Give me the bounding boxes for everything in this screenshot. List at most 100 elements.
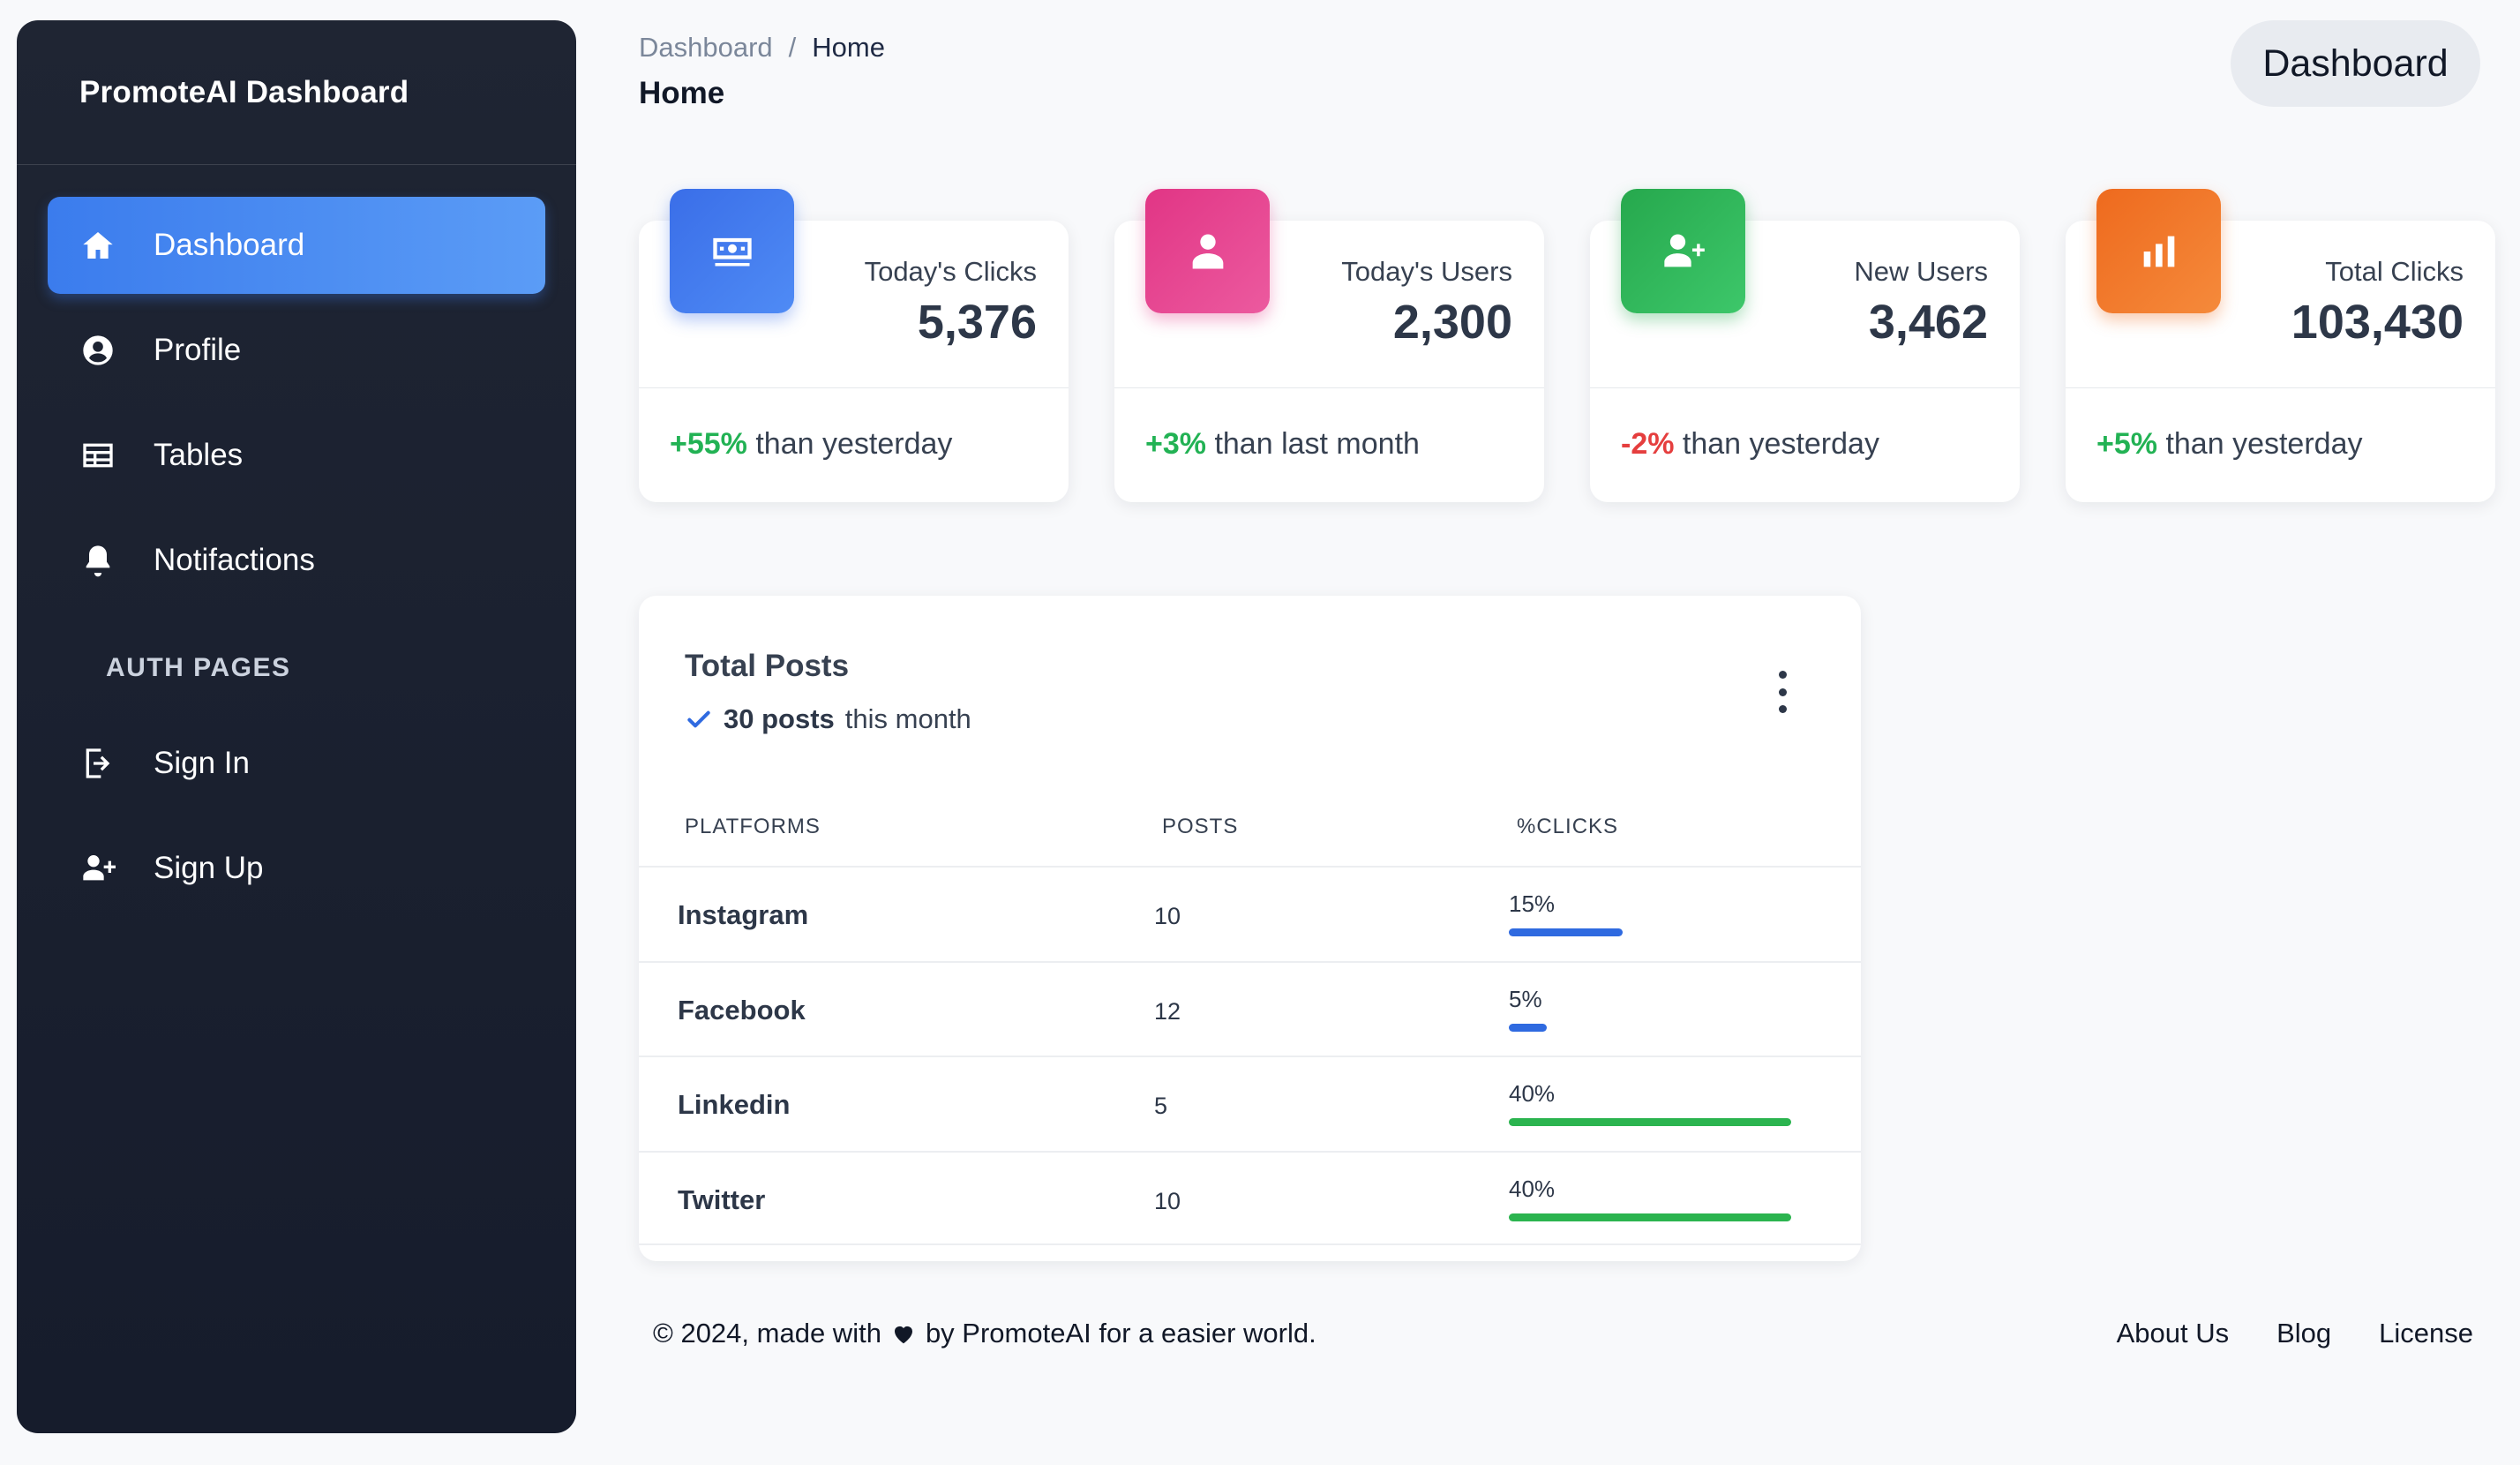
stat-footer: +5% than yesterday [2096,427,2362,462]
dashboard-pill-button[interactable]: Dashboard [2231,20,2480,107]
stat-change: +5% [2096,427,2157,461]
clicks-cell: 5% [1509,986,1791,1032]
stat-card-todays-users: Today's Users 2,300 +3% than last month [1114,189,1544,502]
table-row[interactable]: Twitter 10 40% [639,1150,1861,1245]
stat-change-text: than yesterday [1682,427,1879,461]
sidebar-item-profile[interactable]: Profile [48,302,545,399]
bar-chart-icon [2096,189,2221,313]
clicks-cell: 15% [1509,890,1791,936]
stat-label: Total Clicks [2325,256,2464,287]
stat-change-text: than yesterday [755,427,953,461]
divider [1114,387,1544,388]
progress-fill [1509,1023,1547,1032]
progress-bar [1509,1213,1791,1221]
divider [639,387,1069,388]
total-posts-card: Total Posts 30 posts this month PLATFORM… [639,596,1861,1261]
breadcrumb: Dashboard / Home [639,32,885,64]
sidebar-item-sign-up[interactable]: Sign Up [48,820,545,917]
sidebar-item-tables[interactable]: Tables [48,407,545,504]
sidebar-item-label: Tables [154,438,244,472]
sign-in-icon [79,745,116,782]
heart-icon [894,1326,912,1344]
sidebar-nav: Dashboard Profile Tables Notifactions AU… [17,165,576,917]
page-title: Home [639,76,725,110]
column-header-platforms: PLATFORMS [685,815,821,838]
platform-name: Facebook [678,994,806,1026]
table-icon [79,437,116,474]
user-plus-icon [1621,189,1745,313]
stat-card-todays-clicks: Today's Clicks 5,376 +55% than yesterday [639,189,1069,502]
progress-bar [1509,1118,1791,1126]
stat-change-text: than yesterday [2165,427,2363,461]
breadcrumb-current: Home [812,32,885,63]
stat-value: 5,376 [917,296,1037,349]
table-row[interactable]: Facebook 12 5% [639,960,1861,1056]
posts-count-cell: 12 [1154,997,1181,1025]
more-options-icon[interactable] [1770,671,1795,713]
posts-count-cell: 10 [1154,1187,1181,1214]
platform-name: Instagram [678,899,809,930]
home-icon [79,227,116,264]
stat-value: 3,462 [1868,296,1988,349]
platform-name: Linkedin [678,1089,791,1120]
footer-link-about-us[interactable]: About Us [2116,1318,2230,1349]
divider [1590,387,2020,388]
user-plus-icon [79,850,116,887]
progress-fill [1509,928,1623,936]
posts-count-cell: 10 [1154,903,1181,929]
breadcrumb-parent-link[interactable]: Dashboard [639,32,773,63]
sidebar-item-label: Sign Up [154,851,264,885]
sidebar-item-label: Notifactions [154,543,315,577]
copyright-suffix: by PromoteAI for a easier world. [925,1318,1316,1349]
clicks-cell: 40% [1509,1080,1791,1126]
progress-bar [1509,928,1791,936]
stat-value: 103,430 [2291,296,2464,349]
footer-links: About Us Blog License [2117,1318,2473,1349]
stat-change: +3% [1145,427,1206,461]
footer-link-license[interactable]: License [2379,1318,2473,1349]
divider [2066,387,2495,388]
posts-count: 30 posts [724,703,835,734]
column-header-clicks: %CLICKS [1517,815,1619,838]
table-row[interactable]: Instagram 10 15% [639,866,1861,961]
sidebar-item-notifications[interactable]: Notifactions [48,512,545,609]
stat-footer: +3% than last month [1145,427,1420,462]
bell-icon [79,542,116,579]
money-icon [670,189,794,313]
sidebar-item-sign-in[interactable]: Sign In [48,715,545,812]
stat-footer: -2% than yesterday [1621,427,1879,462]
sidebar-item-dashboard[interactable]: Dashboard [48,197,545,294]
stat-footer: +55% than yesterday [670,427,952,462]
progress-fill [1509,1213,1791,1221]
stat-card-new-users: New Users 3,462 -2% than yesterday [1590,189,2020,502]
posts-card-title: Total Posts [685,649,850,683]
sidebar-item-label: Dashboard [154,228,305,262]
clicks-percent: 15% [1509,890,1556,917]
sidebar-item-label: Sign In [154,746,250,780]
brand-title[interactable]: PromoteAI Dashboard [17,20,576,165]
clicks-percent: 40% [1509,1080,1556,1107]
user-circle-icon [79,332,116,369]
stat-label: New Users [1854,256,1988,287]
stat-change: -2% [1621,427,1675,461]
breadcrumb-separator: / [788,32,797,63]
platform-name: Twitter [678,1183,766,1215]
table-row[interactable]: Linkedin 5 40% [639,1056,1861,1151]
footer-copyright: © 2024, made with by PromoteAI for a eas… [653,1318,1316,1349]
posts-period: this month [844,703,971,734]
footer-link-blog[interactable]: Blog [2276,1318,2332,1349]
auth-pages-heading: AUTH PAGES [106,653,291,682]
stat-label: Today's Clicks [864,256,1037,287]
sidebar-item-label: Profile [154,333,242,367]
posts-card-subtitle: 30 posts this month [685,703,971,735]
check-icon [687,710,710,728]
progress-fill [1509,1118,1791,1126]
stat-value: 2,300 [1392,296,1512,349]
stat-change: +55% [670,427,747,461]
stat-card-total-clicks: Total Clicks 103,430 +5% than yesterday [2066,189,2495,502]
clicks-percent: 5% [1509,985,1542,1012]
posts-table-body: Instagram 10 15% Facebook 12 5% Linkedin… [639,866,1861,1245]
column-header-posts: POSTS [1162,815,1239,838]
sidebar: PromoteAI Dashboard Dashboard Profile Ta… [17,20,576,1433]
user-icon [1145,189,1270,313]
